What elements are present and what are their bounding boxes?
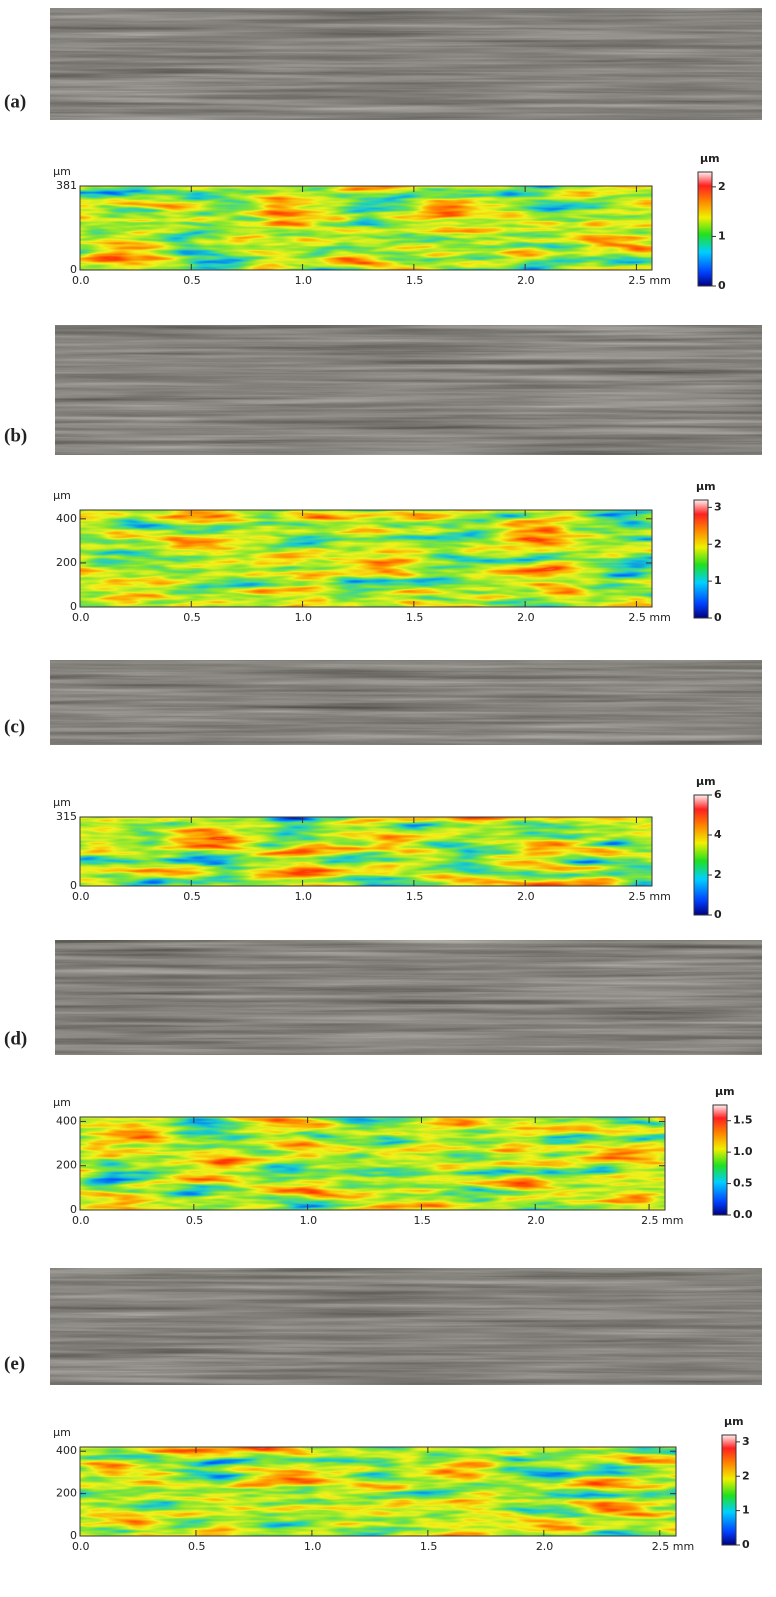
y-tick-label: 400 [56, 512, 77, 525]
x-tick-label: 2.0 [517, 274, 535, 287]
x-tick-label: 1.0 [295, 274, 313, 287]
photo [50, 1268, 762, 1385]
height-map [80, 1447, 676, 1536]
x-tick-label: 1.0 [295, 890, 313, 903]
x-tick-label: 1.0 [304, 1540, 322, 1553]
colorbar-tick-label: 1 [714, 574, 722, 587]
y-tick-label: 200 [56, 1159, 77, 1172]
x-tick-label: 2.0 [517, 611, 535, 624]
x-tick-label: 1.0 [295, 611, 313, 624]
panel-label: (c) [4, 716, 25, 737]
y-axis-label: µm [53, 489, 71, 502]
y-tick-label: 0 [70, 1529, 77, 1542]
x-tick-label: 2.5 mm [628, 890, 670, 903]
colorbar-tick-label: 0.0 [733, 1208, 753, 1221]
x-tick-label: 1.0 [300, 1214, 318, 1227]
colorbar-tick-label: 2 [714, 868, 722, 881]
y-tick-label: 381 [56, 179, 77, 192]
colorbar-tick-label: 2 [742, 1469, 750, 1482]
x-tick-label: 0.0 [72, 1214, 90, 1227]
y-axis-label: µm [53, 796, 71, 809]
colorbar-tick-label: 0 [718, 279, 726, 292]
x-tick-label: 0.0 [72, 611, 90, 624]
colorbar-unit: µm [700, 152, 720, 165]
map-frame [79, 1116, 666, 1211]
colorbar-unit: µm [696, 775, 716, 788]
x-tick-label: 1.5 [420, 1540, 438, 1553]
y-tick-label: 0 [70, 879, 77, 892]
colorbar-tick-label: 0 [714, 908, 722, 921]
x-tick-label: 0.5 [183, 890, 201, 903]
x-tick-label: 1.5 [406, 611, 424, 624]
y-axis-label: µm [53, 1096, 71, 1109]
colorbar [693, 499, 709, 619]
map-frame [79, 1446, 677, 1537]
x-tick-label: 0.0 [72, 1540, 90, 1553]
x-tick-label: 1.5 [406, 890, 424, 903]
map-frame [79, 816, 653, 887]
x-tick-label: 0.0 [72, 274, 90, 287]
colorbar-tick-label: 1 [718, 229, 726, 242]
colorbar-tick-label: 3 [742, 1435, 750, 1448]
x-tick-label: 2.5 mm [641, 1214, 683, 1227]
x-tick-label: 2.0 [517, 890, 535, 903]
y-tick-label: 0 [70, 1203, 77, 1216]
colorbar-tick-label: 1 [742, 1504, 750, 1517]
colorbar-tick-label: 0 [742, 1538, 750, 1551]
map-frame [79, 509, 653, 608]
x-tick-label: 1.5 [413, 1214, 431, 1227]
height-map [80, 186, 652, 270]
y-tick-label: 400 [56, 1444, 77, 1457]
colorbar [721, 1434, 737, 1546]
y-tick-label: 200 [56, 556, 77, 569]
x-tick-label: 2.0 [527, 1214, 545, 1227]
colorbar-tick-label: 2 [714, 537, 722, 550]
y-tick-label: 0 [70, 263, 77, 276]
y-axis-label: µm [53, 165, 71, 178]
panel-label: (b) [4, 425, 27, 446]
x-tick-label: 2.5 mm [628, 274, 670, 287]
colorbar-tick-label: 6 [714, 788, 722, 801]
x-tick-label: 0.5 [186, 1214, 204, 1227]
height-map [80, 1117, 665, 1210]
y-tick-label: 315 [56, 810, 77, 823]
x-tick-label: 0.5 [183, 611, 201, 624]
x-tick-label: 2.0 [536, 1540, 554, 1553]
colorbar-tick-label: 2 [718, 180, 726, 193]
colorbar [693, 794, 709, 916]
colorbar-tick-label: 1.5 [733, 1114, 753, 1127]
colorbar-tick-label: 0 [714, 611, 722, 624]
y-axis-label: µm [53, 1426, 71, 1439]
x-tick-label: 0.0 [72, 890, 90, 903]
y-tick-label: 400 [56, 1114, 77, 1127]
photo [50, 660, 762, 745]
panel-label: (a) [4, 91, 26, 112]
panel-label: (d) [4, 1028, 27, 1049]
map-frame [79, 185, 653, 271]
colorbar-tick-label: 4 [714, 828, 722, 841]
photo [55, 940, 762, 1055]
x-tick-label: 2.5 mm [652, 1540, 694, 1553]
photo [55, 325, 762, 455]
colorbar [697, 171, 713, 287]
y-tick-label: 200 [56, 1487, 77, 1500]
height-map [80, 510, 652, 607]
height-map [80, 817, 652, 886]
x-tick-label: 2.5 mm [628, 611, 670, 624]
colorbar-unit: µm [724, 1415, 744, 1428]
colorbar-tick-label: 0.5 [733, 1177, 753, 1190]
colorbar-tick-label: 1.0 [733, 1145, 753, 1158]
colorbar-unit: µm [715, 1085, 735, 1098]
x-tick-label: 0.5 [183, 274, 201, 287]
photo [50, 8, 762, 120]
colorbar-tick-label: 3 [714, 500, 722, 513]
panel-label: (e) [4, 1353, 25, 1374]
y-tick-label: 0 [70, 600, 77, 613]
x-tick-label: 1.5 [406, 274, 424, 287]
colorbar [712, 1104, 728, 1216]
colorbar-unit: µm [696, 480, 716, 493]
x-tick-label: 0.5 [188, 1540, 206, 1553]
